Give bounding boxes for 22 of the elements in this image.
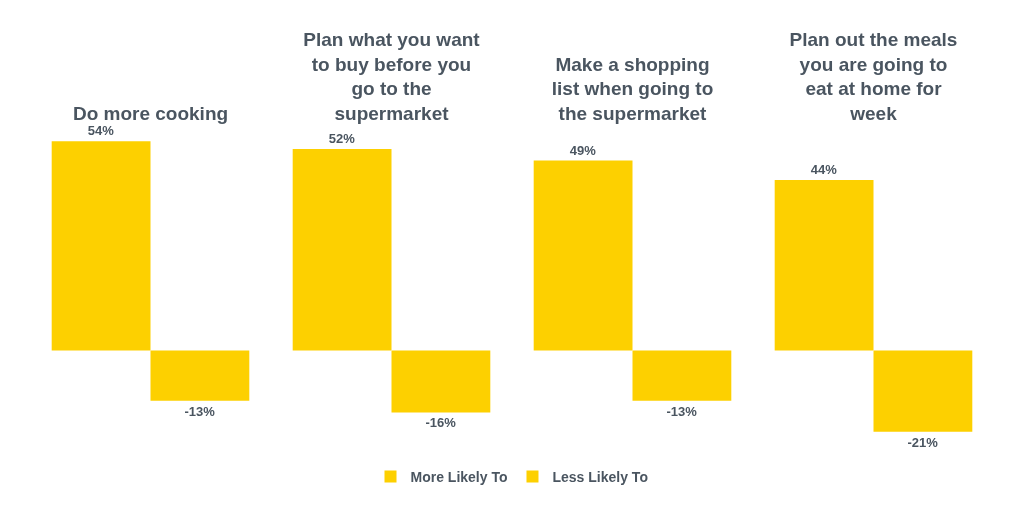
data-label: 44% [810, 161, 838, 177]
bar [774, 179, 874, 351]
bar [873, 350, 973, 432]
data-label: -16% [425, 415, 457, 431]
x-tick-label: Make a shopping list when going to the supermarket [551, 53, 714, 125]
bar [533, 160, 633, 351]
data-label: -21% [907, 434, 939, 450]
legend-label: Less Likely To [552, 468, 648, 485]
data-label: -13% [666, 403, 698, 419]
bar [632, 350, 732, 401]
legend-label: More Likely To [410, 468, 508, 485]
data-label: 52% [328, 130, 356, 146]
x-tick-label: Plan what you want to buy before you go to the supermarket [303, 29, 481, 125]
bar [51, 141, 151, 351]
bar [391, 350, 491, 413]
data-label: 54% [87, 123, 115, 139]
data-label: 49% [569, 142, 597, 158]
data-label: -13% [184, 403, 216, 419]
x-tick-label: Plan out the meals you are going to eat at home for week [789, 29, 958, 125]
x-tick-label: Do more cooking [72, 103, 229, 125]
bar [150, 350, 250, 401]
bar [292, 148, 392, 351]
